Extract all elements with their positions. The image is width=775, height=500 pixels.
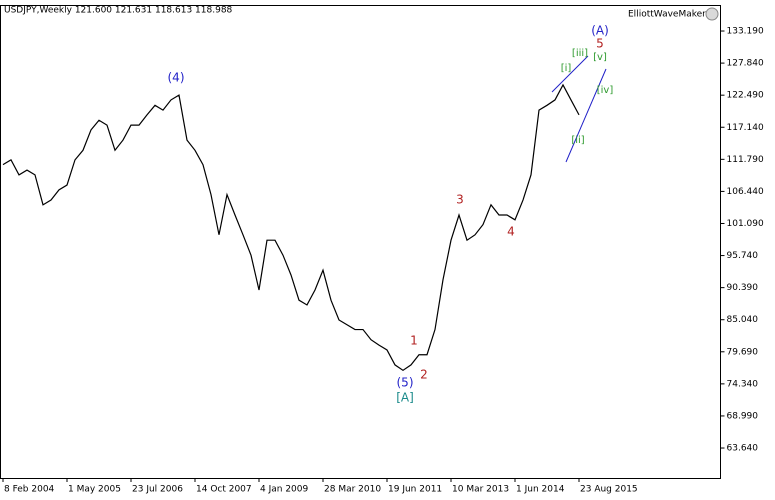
x-tick-label: 28 Mar 2010 — [324, 485, 381, 495]
plot-frame — [0, 5, 721, 479]
y-tick-label: 95.740 — [727, 251, 759, 261]
badge-bg — [623, 6, 719, 22]
x-tick-label: 1 Jun 2014 — [516, 485, 565, 495]
x-tick-label: 4 Jan 2009 — [260, 485, 308, 495]
x-tick-label: 23 Aug 2015 — [580, 485, 638, 495]
y-tick-label: 79.690 — [727, 347, 759, 357]
y-tick-label: 106.440 — [727, 187, 764, 197]
chart-header: USDJPY,Weekly 121.600 121.631 118.613 11… — [4, 6, 233, 16]
wave-label: 5 — [596, 37, 604, 51]
wave-label: [ii] — [571, 135, 584, 146]
wave-label: 2 — [420, 368, 428, 382]
wave-label: (4) — [168, 71, 185, 85]
y-tick-label: 74.340 — [727, 379, 759, 389]
y-tick-label: 111.790 — [727, 155, 764, 165]
y-tick-label: 122.490 — [727, 91, 764, 101]
x-tick-label: 1 May 2005 — [68, 485, 121, 495]
y-tick-label: 68.990 — [727, 411, 759, 421]
wave-label: [iii] — [572, 48, 588, 59]
y-tick-label: 117.140 — [727, 123, 764, 133]
x-tick-label: 14 Oct 2007 — [196, 485, 252, 495]
wave-label: 3 — [456, 193, 464, 207]
wave-label: [iv] — [597, 85, 614, 96]
x-tick-label: 19 Jun 2011 — [388, 485, 442, 495]
y-tick-label: 90.390 — [727, 283, 759, 293]
wave-label: [A] — [396, 391, 414, 405]
wave-label: (A) — [591, 24, 609, 38]
y-tick-label: 133.190 — [727, 27, 764, 37]
x-tick-label: 10 Mar 2013 — [452, 485, 509, 495]
y-tick-label: 63.640 — [727, 444, 759, 454]
y-tick-label: 101.090 — [727, 219, 764, 229]
trend-line — [565, 68, 607, 163]
badge: ElliottWaveMaker — [628, 10, 706, 20]
trend-line — [551, 55, 589, 93]
y-tick-label: 127.840 — [727, 59, 764, 69]
wave-label: 1 — [410, 334, 418, 348]
price-line — [2, 83, 580, 372]
wave-label: 4 — [507, 225, 515, 239]
wave-label: [i] — [561, 63, 572, 74]
wave-label: (5) — [397, 376, 414, 390]
y-tick-label: 85.040 — [727, 315, 759, 325]
x-tick-label: 23 Jul 2006 — [132, 485, 183, 495]
wave-label: [v] — [593, 52, 607, 63]
badge-icon — [705, 7, 719, 21]
x-tick-label: 8 Feb 2004 — [4, 485, 55, 495]
